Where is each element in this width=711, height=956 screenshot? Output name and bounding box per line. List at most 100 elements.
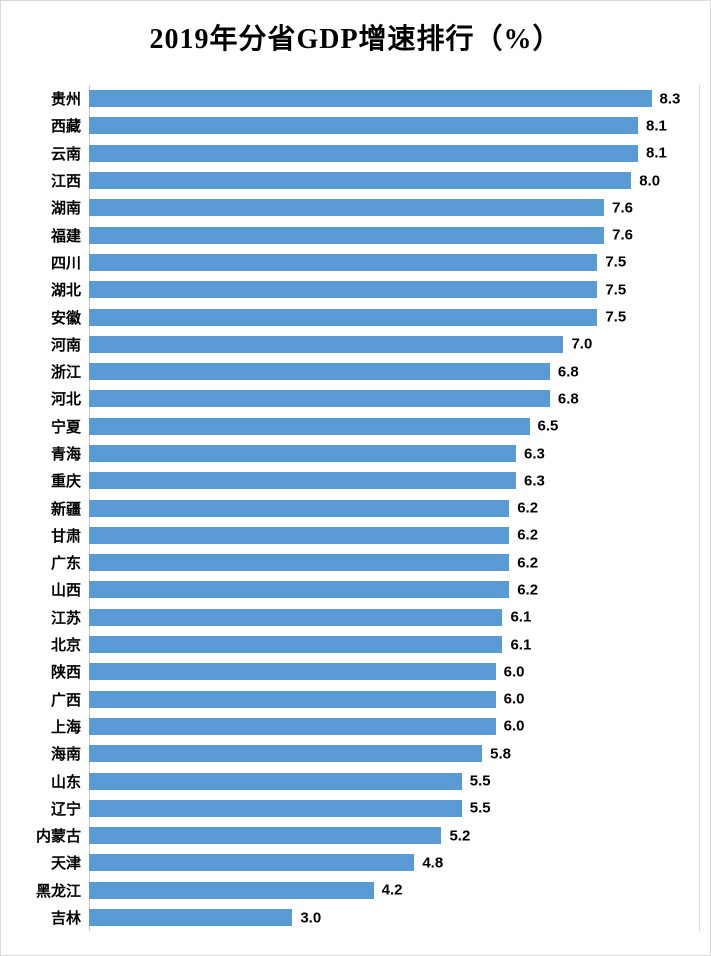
bar — [89, 717, 496, 735]
bar-row: 云南 8.1 — [9, 140, 699, 167]
value-label: 7.5 — [605, 253, 627, 271]
bar-track: 8.1 — [89, 144, 699, 162]
category-label: 北京 — [50, 637, 81, 655]
bar — [89, 390, 550, 408]
bar — [89, 581, 510, 599]
category-label: 福建 — [50, 227, 81, 245]
category-label: 安徽 — [50, 309, 81, 327]
category-label: 山西 — [50, 582, 81, 600]
category-label: 上海 — [50, 718, 81, 736]
bar-row: 上海 6.0 — [9, 713, 699, 740]
category-label: 宁夏 — [50, 418, 81, 436]
bar-track: 6.3 — [89, 445, 699, 462]
value-label: 6.1 — [510, 636, 532, 654]
bar — [89, 172, 632, 190]
value-label: 6.1 — [510, 608, 532, 626]
bar-row: 湖北 7.5 — [9, 276, 699, 303]
bar-row: 宁夏 6.5 — [9, 413, 699, 440]
value-label: 3.0 — [300, 909, 322, 927]
bar-row: 内蒙古 5.2 — [9, 822, 699, 849]
bar-track: 5.8 — [89, 745, 699, 763]
bar-row: 新疆 6.2 — [9, 494, 699, 521]
value-label: 5.2 — [449, 827, 471, 845]
bar-track: 7.0 — [89, 335, 699, 353]
value-label: 6.0 — [503, 717, 525, 735]
value-label: 7.5 — [605, 281, 627, 299]
bar — [89, 636, 503, 654]
bar-track: 6.8 — [89, 390, 699, 408]
bar — [89, 663, 496, 681]
bar — [89, 745, 483, 763]
value-label: 4.8 — [422, 854, 444, 872]
bar-row: 西藏 8.1 — [9, 112, 699, 139]
bar-track: 8.3 — [89, 90, 699, 108]
value-label: 6.3 — [524, 445, 545, 462]
value-label: 8.1 — [646, 117, 667, 135]
bar — [89, 881, 374, 899]
bar-track: 8.1 — [89, 117, 699, 135]
bar-track: 6.2 — [89, 526, 699, 544]
bar — [89, 827, 442, 845]
bar-track: 7.6 — [89, 199, 699, 217]
value-label: 6.2 — [517, 581, 539, 599]
value-label: 6.2 — [517, 554, 539, 572]
category-label: 江西 — [50, 173, 81, 191]
value-label: 6.3 — [524, 472, 545, 490]
bar-row: 陕西 6.0 — [9, 658, 699, 685]
bar-row: 贵州 8.3 — [9, 85, 699, 112]
category-label: 重庆 — [50, 473, 81, 491]
value-label: 7.0 — [571, 335, 593, 353]
value-label: 5.5 — [469, 772, 491, 790]
category-label: 新疆 — [50, 500, 81, 518]
bar-track: 8.0 — [89, 172, 699, 190]
value-label: 7.6 — [612, 226, 633, 244]
category-label: 陕西 — [50, 664, 81, 682]
category-label: 辽宁 — [50, 800, 81, 818]
value-label: 6.2 — [517, 499, 539, 517]
bar-row: 福建 7.6 — [9, 221, 699, 248]
bar — [89, 226, 605, 244]
category-label: 云南 — [50, 145, 81, 163]
bar — [89, 308, 598, 326]
bar — [89, 554, 510, 572]
value-label: 5.5 — [469, 799, 491, 817]
bar-track: 5.5 — [89, 772, 699, 790]
bar — [89, 472, 516, 490]
bar — [89, 144, 638, 162]
value-label: 6.0 — [503, 690, 525, 708]
chart-title: 2019年分省GDP增速排行（%） — [149, 24, 562, 55]
bar-track: 6.0 — [89, 663, 699, 681]
value-label: 4.2 — [381, 881, 403, 899]
value-label: 8.1 — [646, 144, 667, 162]
category-label: 甘肃 — [50, 527, 81, 545]
bar-track: 5.2 — [89, 827, 699, 845]
bar-track: 6.5 — [89, 417, 699, 435]
category-label: 浙江 — [50, 364, 81, 382]
category-label: 西藏 — [50, 118, 81, 136]
value-label: 6.2 — [517, 526, 539, 544]
bar — [89, 445, 516, 462]
bar-row: 海南 5.8 — [9, 740, 699, 767]
bar-track: 6.2 — [89, 581, 699, 599]
bar — [89, 253, 598, 271]
bar — [89, 499, 510, 517]
bar-row: 江西 8.0 — [9, 167, 699, 194]
bar-row: 湖南 7.6 — [9, 194, 699, 221]
bar-row: 吉林 3.0 — [9, 904, 699, 931]
value-label: 5.8 — [490, 745, 511, 763]
value-label: 6.5 — [537, 417, 559, 435]
bar-track: 4.2 — [89, 881, 699, 899]
value-label: 8.0 — [639, 172, 661, 190]
bar-track: 6.2 — [89, 499, 699, 517]
category-label: 广东 — [50, 555, 81, 573]
bar — [89, 281, 598, 299]
bar-row: 重庆 6.3 — [9, 467, 699, 494]
category-label: 海南 — [50, 746, 81, 764]
bar-row: 辽宁 5.5 — [9, 795, 699, 822]
bar-track: 6.3 — [89, 472, 699, 490]
bar-row: 广东 6.2 — [9, 549, 699, 576]
bar — [89, 772, 462, 790]
value-label: 6.8 — [557, 363, 579, 381]
bar — [89, 909, 293, 927]
bar — [89, 90, 652, 108]
